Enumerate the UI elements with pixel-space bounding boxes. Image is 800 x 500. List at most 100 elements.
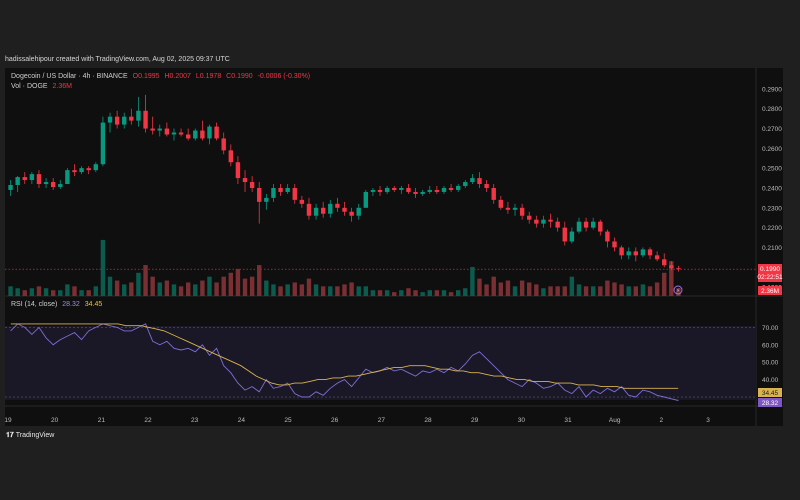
tradingview-brand: 𝟏𝟕 TradingView xyxy=(6,432,54,440)
volume-bar xyxy=(29,288,35,296)
price-axis[interactable]: 0.2900 0.2800 0.2700 0.2600 0.2500 0.2400 0.23… xyxy=(762,86,782,291)
candle xyxy=(228,144,234,167)
candle xyxy=(328,199,333,218)
candle xyxy=(605,229,610,248)
volume-bar xyxy=(207,276,212,296)
low-value: L0.1978 xyxy=(195,73,222,80)
volume-bar xyxy=(399,290,404,296)
alert-marker[interactable]: ⚡ xyxy=(673,285,683,295)
candle xyxy=(86,166,91,175)
candle xyxy=(72,164,77,177)
change-value: -0.0006 (-0.30%) xyxy=(257,73,311,80)
close-value: C0.1990 xyxy=(226,73,253,80)
chart-caption: hadissalehipour created with TradingView… xyxy=(5,56,230,63)
volume-bar xyxy=(150,276,155,296)
candle xyxy=(477,172,482,188)
time-tick-label: 24 xyxy=(238,417,246,424)
candle xyxy=(463,180,468,188)
candle xyxy=(129,108,134,125)
time-tick-label: 26 xyxy=(331,417,339,424)
volume-bar xyxy=(193,284,198,296)
rsi-tag-label: 28.32 xyxy=(762,400,779,407)
volume-bar xyxy=(264,280,269,296)
candle xyxy=(377,186,383,196)
volume-bar xyxy=(392,292,397,296)
candle xyxy=(36,170,42,188)
volume-bar xyxy=(562,286,567,296)
candle xyxy=(335,197,340,212)
candle xyxy=(555,217,560,232)
volume-tag-label: 2.36M xyxy=(761,288,779,295)
volume-bar xyxy=(555,286,560,296)
volume-bar xyxy=(569,276,575,296)
candle xyxy=(633,247,639,262)
candle xyxy=(498,195,504,210)
candle xyxy=(171,128,177,141)
time-tick-label: 3 xyxy=(706,417,710,424)
candle xyxy=(576,217,582,234)
candle xyxy=(619,245,624,260)
candle xyxy=(235,156,241,185)
candle xyxy=(292,184,297,204)
time-tick-label: 2 xyxy=(660,417,664,424)
volume-bar xyxy=(669,261,674,296)
candle xyxy=(200,120,205,141)
candle xyxy=(562,221,567,246)
volume-bar xyxy=(370,290,376,296)
candle xyxy=(320,201,326,218)
volume-bar xyxy=(164,280,170,296)
candle xyxy=(150,116,155,135)
volume-bar xyxy=(122,284,127,296)
last-price-label: 0.1990 xyxy=(760,266,780,273)
candle xyxy=(306,197,312,220)
volume-bar xyxy=(285,284,290,296)
candle xyxy=(491,184,496,204)
time-tick-label: 29 xyxy=(471,417,479,424)
volume-bar xyxy=(157,282,162,296)
candle xyxy=(22,172,27,185)
candle xyxy=(164,122,170,137)
candle xyxy=(512,203,518,216)
rsi-ma-value: 34.45 xyxy=(84,301,103,308)
volume-bar xyxy=(676,288,681,296)
volume-bar xyxy=(221,276,226,296)
volume-bar xyxy=(342,284,347,296)
volume-bars xyxy=(8,239,681,296)
candle xyxy=(406,184,411,194)
volume-bar xyxy=(65,284,70,296)
volume-bar xyxy=(8,286,13,296)
time-axis[interactable]: 19 20 21 22 23 24 25 26 27 28 29 30 31 Aug 2 3 xyxy=(4,417,710,424)
volume-bar xyxy=(662,272,667,296)
candle xyxy=(669,261,674,271)
volume-bar xyxy=(363,286,369,296)
candle xyxy=(640,247,646,258)
candle xyxy=(299,195,305,208)
volume-bar xyxy=(619,284,624,296)
candle xyxy=(157,124,162,137)
volume-bar xyxy=(79,290,84,296)
volume-bar xyxy=(427,290,432,296)
rsi-tick-label: 70.00 xyxy=(762,325,779,332)
time-tick-label: Aug xyxy=(609,417,621,424)
candle xyxy=(122,112,127,129)
volume-bar xyxy=(534,284,539,296)
time-tick-label: 27 xyxy=(378,417,386,424)
candle xyxy=(676,265,681,272)
volume-bar xyxy=(50,290,56,296)
volume-bar xyxy=(384,290,390,296)
candle xyxy=(214,122,219,141)
candle xyxy=(313,203,319,220)
candle xyxy=(441,186,447,194)
volume-bar xyxy=(583,286,589,296)
candle xyxy=(8,180,13,196)
candle xyxy=(612,237,617,252)
high-value: H0.2007 xyxy=(164,73,191,80)
last-price-tag: 0.1990 02:22:51 xyxy=(757,264,783,282)
rsi-legend: RSI (14, close) 28.32 34.45 xyxy=(11,301,105,308)
volume-bar xyxy=(647,286,653,296)
volume-bar xyxy=(93,286,99,296)
rsi-tick-label: 50.00 xyxy=(762,360,779,367)
candle xyxy=(654,251,660,262)
volume-bar xyxy=(271,284,276,296)
